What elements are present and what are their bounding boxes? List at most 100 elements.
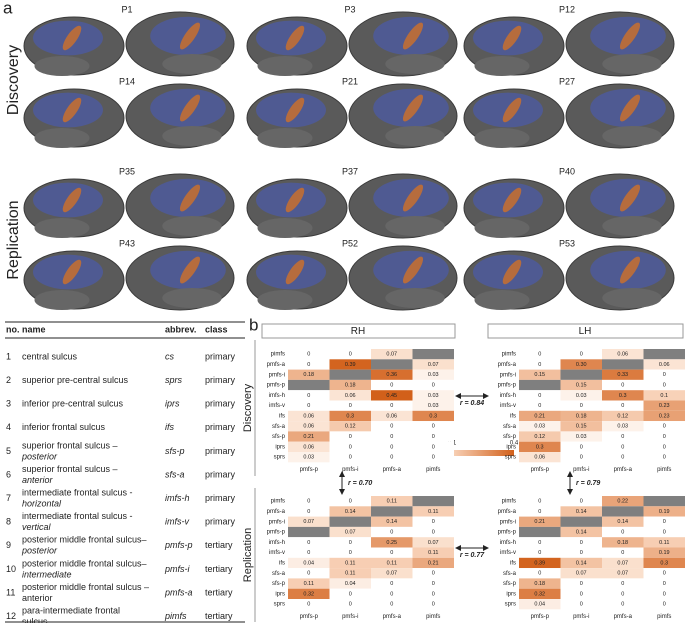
group-label: Discovery <box>5 45 22 115</box>
row-number: 5 <box>6 446 11 456</box>
cell-value: 0 <box>390 581 393 587</box>
row-number: 10 <box>6 564 16 574</box>
cell-value: 0 <box>663 519 666 525</box>
heat-cell <box>412 526 454 538</box>
cell-value: 0 <box>538 499 541 505</box>
cell-value: 0 <box>349 550 352 556</box>
heat-cell <box>371 452 413 463</box>
heat-cell <box>602 410 644 422</box>
sulcus-class: tertiary <box>205 587 233 597</box>
heat-cell <box>519 359 561 370</box>
heat-cell <box>560 349 602 360</box>
sulcus-name: central sulcus <box>22 351 78 361</box>
cell-value: 0.1 <box>660 393 668 399</box>
cell-value: 0.45 <box>386 393 397 399</box>
row-label: sfs-a <box>503 571 517 577</box>
row-label: imfs-h <box>500 393 516 399</box>
cell-value: 0 <box>307 571 310 577</box>
row-number: 1 <box>6 351 11 361</box>
cell-value: 0.03 <box>534 424 545 430</box>
correlation: r = 0.84 <box>460 400 484 407</box>
cell-value: 0.33 <box>617 372 628 378</box>
subject-label: P27 <box>559 76 575 86</box>
abbreviation: pmfs-p <box>164 540 193 550</box>
cell-value: 0 <box>538 393 541 399</box>
heat-cell <box>412 516 454 527</box>
row-number: 2 <box>6 375 11 385</box>
excluded-cell <box>602 359 644 370</box>
heat-cell <box>519 452 561 463</box>
abbreviation: ifs <box>165 422 175 432</box>
column-label: pimfs <box>426 467 440 473</box>
heat-cell <box>560 578 602 589</box>
excluded-cell <box>288 379 330 391</box>
cell-value: 0.06 <box>386 413 397 419</box>
cell-value: 0 <box>390 591 393 597</box>
heat-cell <box>288 516 330 527</box>
cell-value: 0.07 <box>428 362 439 368</box>
heat-cell <box>602 537 644 548</box>
sulcus-class: primary <box>205 422 236 432</box>
abbreviation: imfs-v <box>165 517 189 527</box>
row-label: pmfs-a <box>267 509 286 515</box>
group-label: Replication <box>5 200 22 279</box>
cell-value: 0 <box>390 530 393 536</box>
abbreviation: sfs-a <box>165 469 185 479</box>
heat-cell <box>643 506 685 517</box>
hemisphere-label: LH <box>579 326 592 337</box>
brain-pair <box>246 245 458 311</box>
abbreviation: imfs-h <box>165 493 190 503</box>
table-header: no. <box>6 324 20 334</box>
excluded-cell <box>643 496 685 507</box>
cell-value: 0 <box>538 571 541 577</box>
cell-value: 0.21 <box>428 560 439 566</box>
cell-value: 0 <box>663 602 666 608</box>
subject-label: P43 <box>119 238 135 248</box>
column-label: pimfs <box>657 467 671 473</box>
row-label: pimfs <box>271 352 285 358</box>
cell-value: 0 <box>621 550 624 556</box>
heat-cell <box>288 568 330 579</box>
cell-value: 0 <box>307 403 310 409</box>
tertiary-sulci <box>285 187 305 213</box>
cell-value: 0.06 <box>617 352 628 358</box>
cell-value: 0 <box>349 591 352 597</box>
excluded-cell <box>643 349 685 360</box>
brain-pair <box>463 245 675 311</box>
heat-cell <box>643 526 685 538</box>
abbreviation: pmfs-i <box>164 564 191 574</box>
column-label: pmfs-a <box>614 614 633 620</box>
heat-cell <box>288 599 330 610</box>
sulcus-name: posterior <box>21 546 58 556</box>
tertiary-sulci <box>502 187 522 213</box>
brain-pair <box>463 83 675 149</box>
heat-cell <box>371 379 413 391</box>
cell-value: 0 <box>663 372 666 378</box>
cell-value: 0 <box>663 455 666 461</box>
cell-value: 0.07 <box>617 560 628 566</box>
excluded-cell <box>412 349 454 360</box>
cell-value: 0 <box>621 403 624 409</box>
heat-cell <box>371 557 413 569</box>
heat-cell <box>412 578 454 589</box>
temporal-lobe <box>474 290 530 310</box>
heat-cell <box>643 369 685 380</box>
excluded-cell <box>519 526 561 538</box>
cell-value: 0.23 <box>659 403 670 409</box>
correlation: r = 0.77 <box>460 552 485 559</box>
cell-value: 0 <box>432 602 435 608</box>
heat-cell <box>371 421 413 432</box>
heat-cell <box>560 421 602 432</box>
cell-value: 0.14 <box>576 530 587 536</box>
row-label: pmfs-p <box>267 383 286 389</box>
heat-cell <box>371 390 413 401</box>
row-label: sfs-p <box>272 581 286 587</box>
sulcus-name: intermediate frontal sulcus - <box>22 487 133 497</box>
colorbar-tick-label: 0.4 <box>510 441 519 447</box>
column-label: pmfs-i <box>573 614 589 620</box>
cell-value: 0.11 <box>304 581 314 587</box>
temporal-lobe <box>385 54 445 74</box>
cell-value: 0.03 <box>428 372 439 378</box>
cell-value: 0 <box>663 591 666 597</box>
row-label: sfs-p <box>272 434 286 440</box>
